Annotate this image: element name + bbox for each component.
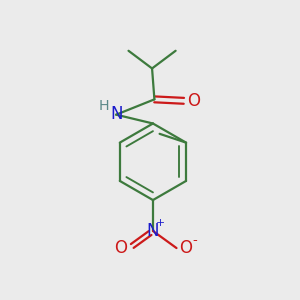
Text: O: O [114, 239, 127, 257]
Text: O: O [179, 239, 192, 257]
Text: N: N [110, 105, 122, 123]
Text: N: N [147, 222, 159, 240]
Text: +: + [156, 218, 165, 228]
Text: H: H [98, 99, 109, 113]
Text: O: O [187, 92, 200, 110]
Text: -: - [192, 234, 197, 247]
